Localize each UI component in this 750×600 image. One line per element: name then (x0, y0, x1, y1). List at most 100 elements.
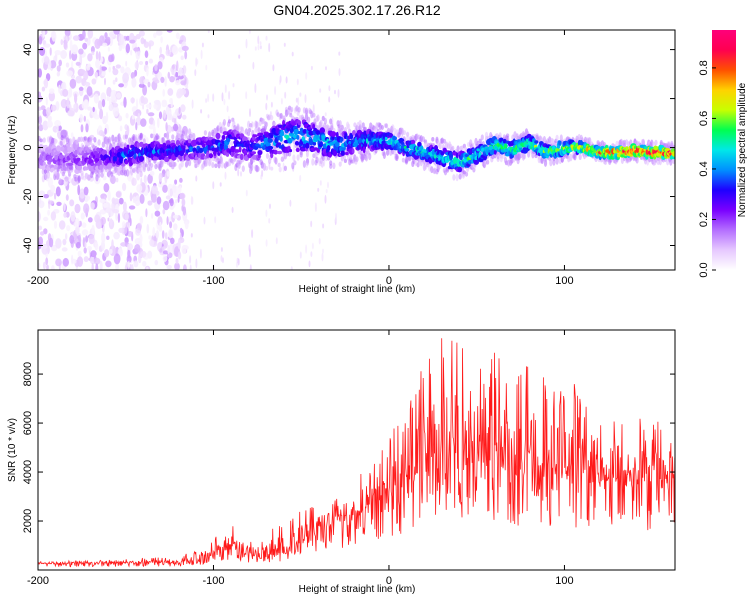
colorbar-tick-label: 0.0 (698, 262, 710, 277)
spectrogram-halo-cell (183, 133, 187, 139)
spectrogram-noise-cell (127, 243, 133, 251)
spectrogram-noise-cell (91, 78, 97, 85)
spectrogram-noise-cell (90, 202, 95, 210)
spectrogram-ridge-cell (182, 147, 186, 153)
spectrogram-noise-cell (205, 98, 208, 103)
spectrogram-halo-cell (139, 132, 143, 139)
spectrogram-noise-cell (251, 229, 254, 239)
spectrogram-noise-cell (113, 30, 120, 35)
spectrogram-noise-cell (69, 78, 77, 89)
spectrogram-noise-cell (189, 255, 192, 264)
spectrogram-noise-cell (110, 89, 117, 101)
spectrogram-noise-cell (66, 225, 71, 232)
spectrogram-noise-cell (157, 61, 163, 70)
spectrogram-noise-cell (174, 179, 178, 185)
spectrogram-noise-cell (252, 61, 255, 70)
spectrogram-noise-cell (296, 78, 299, 86)
spectrogram-noise-cell (91, 224, 95, 236)
spectrogram-ridge-cell (221, 134, 226, 140)
colorbar-ticks: 0.00.20.40.60.8 (698, 60, 716, 278)
spectrogram-noise-cell (169, 98, 173, 104)
spectrogram-noise-cell (173, 201, 176, 208)
spectrogram-noise-cell (269, 203, 271, 209)
spectrogram-noise-cell (134, 244, 141, 253)
spectrogram-noise-cell (94, 242, 99, 251)
spectrogram-noise-cell (138, 61, 144, 65)
spectrogram-noise-cell (268, 218, 271, 224)
spectrogram-halo-cell (543, 159, 548, 167)
spectrogram-ridge-cell (239, 153, 244, 160)
spectrogram-noise-cell (129, 192, 133, 202)
spectrogram-ridge-cell (300, 147, 306, 152)
spectrogram-noise-cell (275, 237, 278, 245)
spectrogram-ridge-cell (70, 147, 74, 152)
spectrogram-noise-cell (338, 68, 341, 77)
spectrogram-halo-cell (641, 139, 646, 146)
spectrogram-ridge-cell (392, 136, 397, 141)
spectrogram-noise-cell (295, 97, 298, 103)
spectrogram-noise-cell (125, 112, 129, 119)
spectrogram-noise-cell (63, 202, 66, 211)
spectrogram-ridge-cell (90, 162, 95, 167)
spectrogram-noise-cell (50, 184, 56, 193)
spectrogram-halo-cell (667, 141, 671, 146)
snr-y-tick-label: 8000 (22, 362, 34, 386)
spectrogram-halo-cell (220, 161, 224, 169)
spectrogram-ridge-cell (56, 145, 61, 152)
spectrogram-noise-cell (83, 186, 89, 196)
spectrogram-ridge-cell (296, 134, 300, 140)
spectrogram-noise-cell (109, 248, 113, 255)
spectrogram-ridge-cell (457, 166, 463, 173)
spectrogram-ridge-cell (206, 151, 210, 159)
spectrogram-noise-cell (88, 234, 95, 245)
spectrogram-noise-cell (285, 76, 288, 84)
spectrogram-noise-cell (76, 256, 84, 267)
spectrogram-noise-cell (131, 77, 137, 88)
spectrogram-noise-cell (324, 112, 327, 117)
spectrogram-noise-cell (151, 185, 158, 195)
spectrogram-ridge-cell (152, 156, 159, 161)
spectrogram-x-tick-label: -100 (202, 275, 224, 287)
spectrogram-noise-cell (327, 181, 329, 189)
spectrogram-noise-cell (133, 47, 140, 52)
spectrogram-noise-cell (50, 211, 57, 221)
spectrogram-noise-cell (162, 184, 168, 193)
spectrogram-noise-cell (78, 48, 84, 55)
spectrogram-noise-cell (149, 239, 155, 247)
spectrogram-halo-cell (42, 137, 46, 143)
spectrogram-noise-cell (43, 78, 49, 89)
spectrogram-noise-cell (167, 71, 171, 79)
spectrogram-noise-cell (314, 202, 317, 213)
spectrogram-noise-cell (61, 82, 65, 90)
spectrogram-noise-cell (108, 54, 114, 63)
spectrogram-noise-cell (82, 30, 86, 40)
colorbar-gradient (712, 30, 736, 270)
spectrogram-ridge-cell (270, 152, 274, 159)
spectrogram-noise-cell (82, 42, 88, 50)
spectrogram-halo-cell (256, 166, 260, 172)
spectrogram-noise-cell (98, 51, 101, 62)
spectrogram-noise-cell (109, 97, 112, 107)
spectrogram-noise-cell (40, 105, 46, 111)
spectrogram-noise-cell (60, 50, 67, 59)
spectrogram-noise-cell (130, 264, 134, 270)
spectrogram-halo-cell (416, 162, 420, 168)
spectrogram-noise-cell (245, 189, 248, 197)
colorbar-tick-label: 0.4 (698, 161, 710, 176)
spectrogram-noise-cell (112, 209, 119, 214)
spectrogram-halo-cell (118, 137, 122, 144)
spectrogram-halo-cell (340, 124, 344, 131)
spectrogram-ridge-cell (341, 146, 346, 151)
spectrogram-halo-cell (382, 151, 386, 159)
spectrogram-noise-cell (249, 264, 252, 270)
spectrogram-noise-cell (164, 232, 168, 240)
spectrogram-halo-cell (97, 139, 101, 146)
spectrogram-halo-cell (250, 163, 254, 171)
spectrogram-halo-cell (654, 139, 658, 146)
spectrogram-ridge-cell (252, 134, 258, 138)
spectrogram-noise-cell (265, 102, 268, 111)
spectrogram-noise-cell (137, 112, 141, 119)
spectrogram-halo-cell (456, 145, 460, 152)
spectrogram-noise-cell (290, 266, 293, 270)
spectrogram-noise-cell (152, 119, 156, 127)
